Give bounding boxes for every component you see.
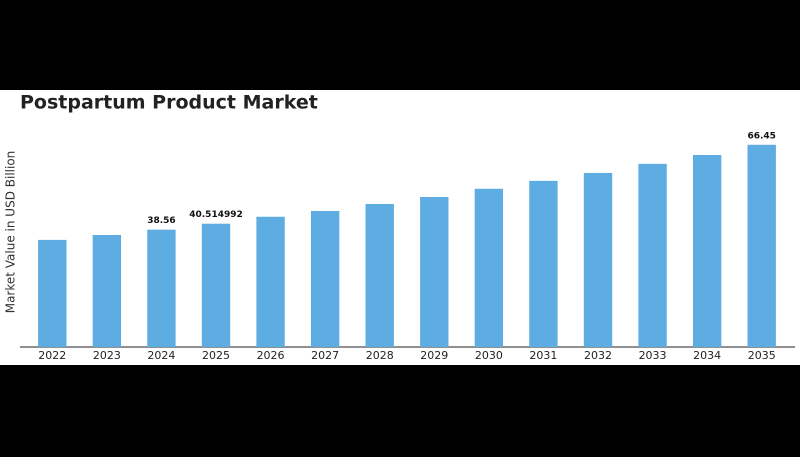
x-tick-label: 2033 — [639, 349, 667, 362]
bar — [310, 210, 340, 347]
bar — [256, 216, 285, 347]
bar — [583, 172, 613, 347]
chart-title: Postpartum Product Market — [20, 92, 318, 114]
bar — [92, 235, 122, 347]
x-tick-label: 2022 — [38, 349, 66, 362]
bar — [147, 229, 176, 347]
value-label: 40.514992 — [189, 210, 243, 220]
value-label: 66.45 — [747, 131, 775, 141]
value-label: 38.56 — [147, 216, 175, 226]
bar — [474, 188, 504, 347]
x-tick-label: 2032 — [584, 349, 612, 362]
x-tick-label: 2024 — [147, 349, 175, 362]
bar — [529, 180, 558, 347]
x-tick-label: 2025 — [202, 349, 230, 362]
x-tick-label: 2027 — [311, 349, 339, 362]
x-tick-label: 2030 — [475, 349, 503, 362]
bar — [420, 196, 449, 347]
bar — [747, 144, 776, 347]
x-tick-label: 2028 — [366, 349, 394, 362]
x-tick-label: 2035 — [748, 349, 776, 362]
x-tick-label: 2029 — [420, 349, 448, 362]
bar — [38, 239, 67, 347]
bar — [692, 154, 722, 347]
bar — [201, 223, 231, 347]
x-tick-label: 2031 — [529, 349, 557, 362]
bar — [365, 203, 394, 347]
y-axis-label: Market Value in USD Billion — [4, 151, 18, 314]
x-tick-label: 2026 — [257, 349, 285, 362]
x-tick-label: 2023 — [93, 349, 121, 362]
bar — [638, 163, 667, 347]
x-tick-label: 2034 — [693, 349, 721, 362]
